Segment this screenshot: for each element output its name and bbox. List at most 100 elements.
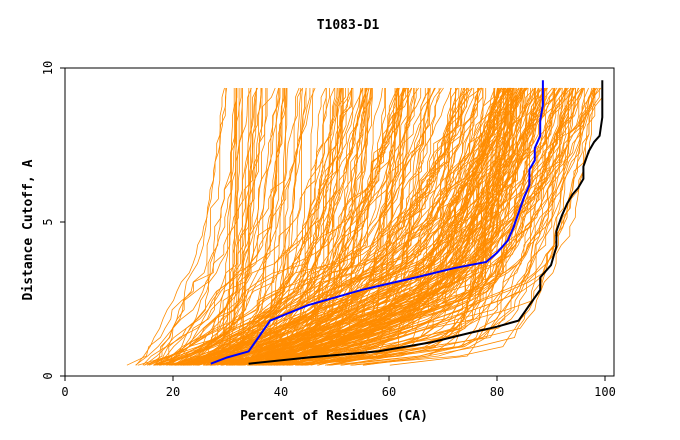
model-lines: [126, 87, 603, 366]
model-curve: [189, 88, 349, 366]
model-curve: [239, 87, 372, 366]
model-curve: [196, 88, 353, 366]
series-layer: [210, 80, 604, 365]
model-curve: [266, 87, 511, 366]
model-curve: [276, 88, 408, 366]
model-curve: [204, 88, 397, 366]
y-tick-label: 5: [41, 218, 55, 225]
model-curve: [205, 87, 279, 366]
series-line-blue: [210, 80, 544, 365]
model-curve: [155, 88, 227, 366]
model-curve: [228, 88, 544, 366]
model-curve: [229, 87, 307, 366]
model-curve: [270, 87, 574, 366]
model-curve: [302, 88, 573, 366]
model-curve: [181, 87, 470, 366]
model-curve: [156, 88, 238, 366]
model-curve: [168, 87, 258, 366]
model-curve: [168, 87, 539, 366]
model-curve: [173, 87, 257, 366]
model-curve: [278, 88, 426, 366]
model-curve: [174, 87, 566, 366]
model-curve: [232, 88, 522, 366]
model-curve: [149, 87, 258, 366]
model-curve: [300, 88, 513, 366]
model-curve: [239, 87, 370, 366]
model-curve: [286, 87, 576, 366]
y-axis-label: Distance Cutoff, A: [21, 159, 36, 300]
model-curve: [135, 87, 228, 366]
model-curve: [341, 87, 579, 366]
model-curve: [214, 87, 463, 366]
y-tick-label: 10: [41, 61, 55, 75]
model-curve: [166, 88, 268, 366]
model-curve: [261, 87, 383, 366]
model-curve: [216, 88, 536, 366]
model-curve: [166, 88, 250, 366]
model-curve: [190, 88, 243, 366]
model-curve: [269, 88, 499, 366]
model-curve: [268, 87, 404, 366]
y-tick-label: 0: [41, 372, 55, 379]
model-curve: [209, 87, 444, 366]
model-curve: [196, 87, 527, 366]
model-curve: [298, 88, 507, 366]
model-curve: [207, 88, 340, 366]
model-curve: [191, 88, 281, 366]
model-curve: [273, 88, 399, 366]
model-curve: [153, 87, 479, 366]
model-curve: [194, 88, 285, 366]
model-curve: [291, 87, 560, 366]
model-curve: [229, 88, 344, 366]
model-curve: [182, 88, 499, 366]
model-curve: [126, 87, 276, 366]
model-curve: [268, 88, 460, 366]
model-curve: [260, 88, 373, 366]
model-curve: [206, 88, 235, 366]
model-curve: [206, 87, 465, 366]
model-curve: [181, 87, 583, 366]
model-curve: [170, 87, 431, 366]
model-curve: [205, 88, 339, 366]
model-curve: [310, 87, 537, 366]
model-curve: [249, 88, 286, 366]
x-tick-label: 40: [274, 385, 288, 399]
model-curve: [237, 87, 596, 366]
model-curve: [143, 88, 287, 366]
x-tick-label: 0: [61, 385, 68, 399]
model-curve: [267, 87, 409, 366]
model-curve: [214, 87, 406, 366]
x-tick-label: 80: [490, 385, 504, 399]
model-curve: [173, 87, 435, 366]
model-curve: [271, 88, 512, 366]
model-curve: [301, 87, 599, 366]
model-curve: [147, 88, 242, 366]
x-axis-label: Percent of Residues (CA): [240, 409, 428, 424]
model-curve: [198, 87, 543, 366]
model-curve: [230, 87, 480, 366]
model-curve: [232, 88, 336, 366]
model-curve: [282, 87, 575, 366]
model-curve: [245, 87, 342, 366]
model-curve: [237, 87, 594, 366]
model-curve: [135, 87, 252, 366]
model-curve: [153, 88, 354, 366]
model-curve: [256, 88, 495, 366]
model-curve: [256, 88, 576, 366]
model-curve: [285, 88, 517, 366]
model-curve: [250, 87, 483, 366]
model-curve: [305, 87, 547, 366]
model-curve: [237, 88, 288, 366]
x-tick-label: 60: [382, 385, 396, 399]
model-curve: [184, 87, 436, 366]
model-curve: [196, 87, 436, 366]
x-axis-ticks: 0 20 40 60 80 100: [61, 376, 616, 399]
model-curve: [165, 87, 469, 366]
series-line-black: [248, 80, 604, 365]
model-curve: [175, 87, 549, 366]
model-curve: [276, 87, 595, 366]
y-axis-ticks: 0 5 10: [41, 61, 65, 380]
model-curve: [164, 88, 281, 366]
model-curve: [197, 88, 257, 366]
